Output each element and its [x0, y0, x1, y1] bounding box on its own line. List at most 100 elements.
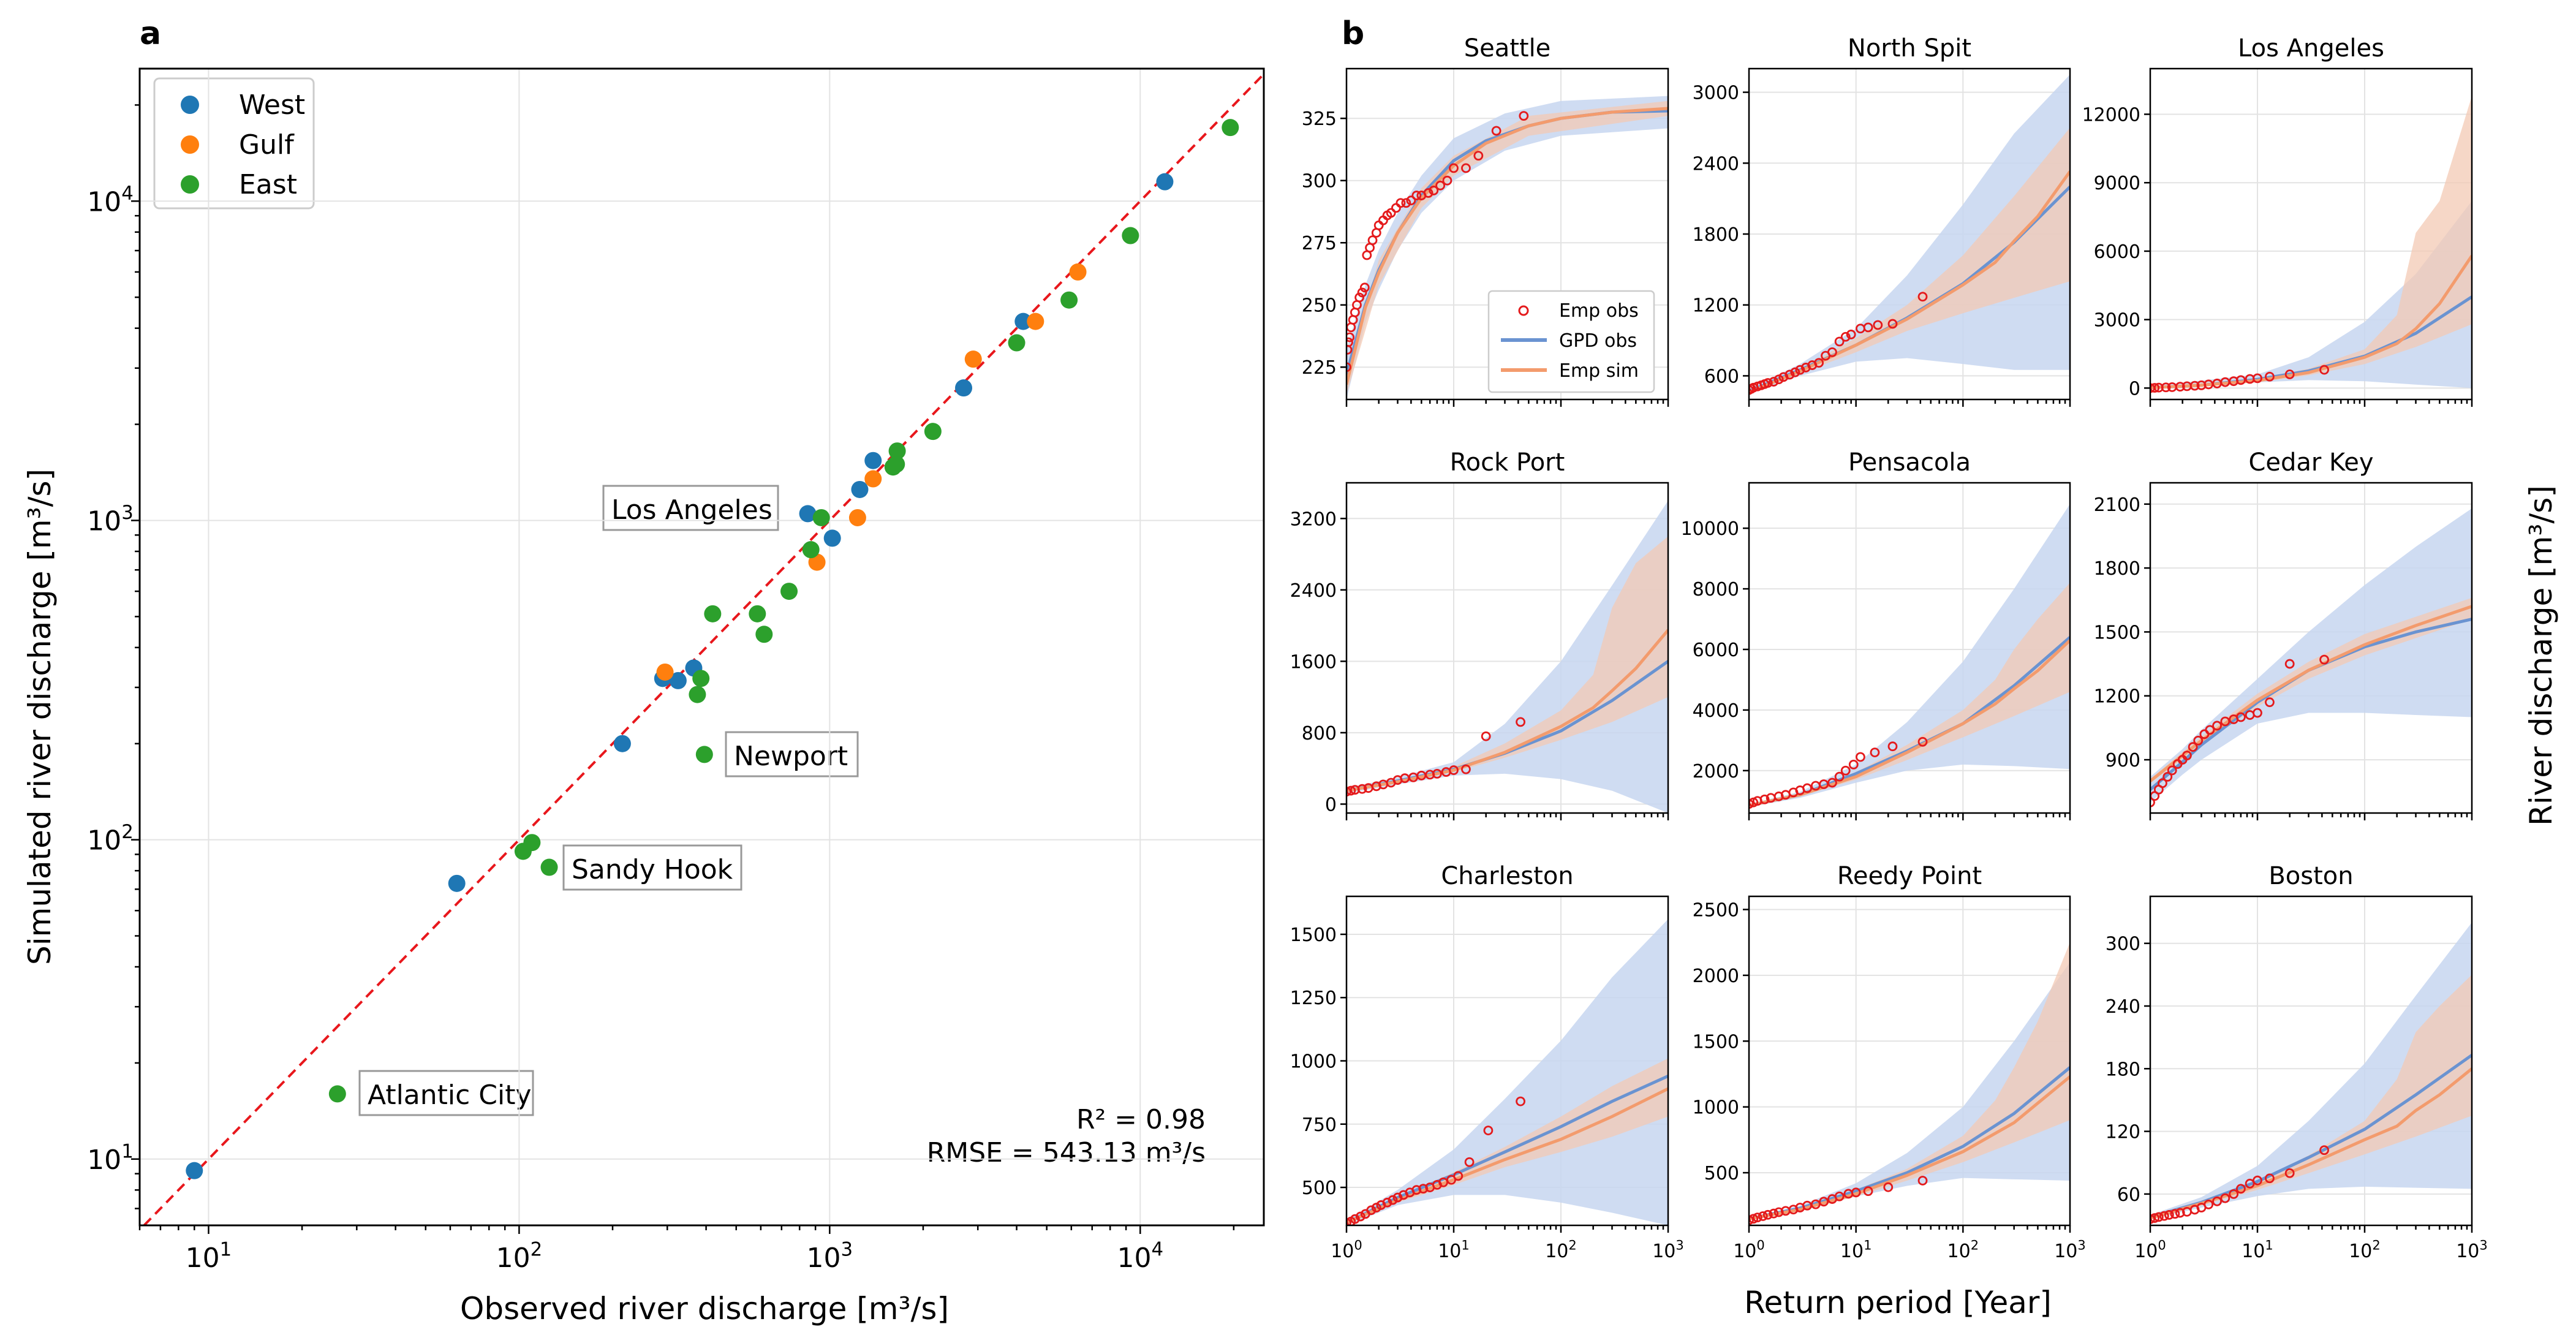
emp-obs-point: [1388, 1195, 1398, 1205]
emp-obs-point: [1406, 195, 1416, 206]
emp-obs-point: [1516, 1096, 1525, 1107]
data-point-west: [448, 874, 466, 892]
legend-marker-emp-obs: [1518, 305, 1529, 316]
data-point-west: [1156, 173, 1174, 191]
y-tick-label: 500: [1302, 1178, 1337, 1199]
subplot-seattle: 225 250 275 300 325 Seattle: [1302, 34, 1669, 407]
x-tick-label: 102: [496, 1239, 543, 1274]
y-tick-label: 3200: [1290, 509, 1337, 530]
y-tick-label: 1600: [1290, 651, 1337, 673]
emp-obs-point: [1917, 292, 1928, 302]
y-tick-label: 12000: [2082, 104, 2140, 126]
emp-obs-point: [2235, 375, 2246, 385]
emp-obs-point: [1795, 365, 1805, 375]
gpd-confidence-band: [1749, 962, 2070, 1220]
emp-obs-point: [1762, 378, 1773, 388]
y-tick-label: 0: [2129, 378, 2140, 399]
annotation-newport: Newport: [734, 741, 848, 772]
y-tick-label: 104: [87, 183, 134, 218]
y-tick-label: 0: [1325, 794, 1337, 815]
y-tick-label: 2000: [1693, 966, 1739, 987]
subplot-title: Pensacola: [1848, 448, 1971, 477]
data-point-gulf: [848, 509, 866, 526]
y-tick-label: 180: [2106, 1059, 2140, 1080]
subplot-title: Rock Port: [1450, 448, 1565, 477]
subplot-frame: [1748, 482, 2071, 814]
emp-sim-line: [1347, 629, 1668, 793]
emp-obs-point: [1355, 1211, 1365, 1222]
x-tick-label: 103: [807, 1239, 853, 1274]
emp-obs-point: [1382, 1197, 1392, 1208]
y-tick-label: 1800: [2094, 558, 2140, 580]
emp-obs-point: [1758, 1211, 1768, 1221]
emp-obs-point: [1423, 188, 1433, 198]
emp-obs-point: [1519, 111, 1529, 121]
subplot-plot-area: [2150, 922, 2472, 1224]
y-tick-label: 2400: [1290, 580, 1337, 602]
data-point-east: [749, 605, 766, 622]
emp-obs-point: [2159, 1211, 2169, 1221]
subplot-boston: 60 120 180 240 300 100 101 102 103 Boston: [2106, 862, 2488, 1262]
subplot-reedy-point: 500 1000 1500 2000 2500 100 101 102 103 Reedy Poi…: [1693, 862, 2086, 1262]
r2-text: R² = 0.98: [1076, 1104, 1206, 1135]
legend-label-east: East: [239, 169, 297, 200]
subplot-plot-area: [2150, 508, 2472, 808]
emp-obs-point: [1350, 1214, 1360, 1224]
y-tick-label: 1800: [1693, 224, 1739, 246]
data-point-west: [955, 379, 973, 397]
y-tick-label: 1500: [2094, 622, 2140, 643]
subplot-north-spit: 600 1200 1800 2400 3000 North Spit: [1693, 34, 2071, 407]
data-point-east: [888, 442, 906, 460]
emp-obs-point: [1461, 764, 1471, 774]
emp-sim-line: [1347, 1087, 1668, 1225]
data-point-east: [780, 583, 798, 600]
identity-line: [143, 73, 1265, 1227]
emp-obs-point: [1752, 1212, 1762, 1223]
emp-obs-point: [1814, 358, 1824, 368]
emp-obs-point: [1435, 180, 1446, 191]
emp-sim-line: [2150, 254, 2472, 390]
emp-obs-point: [1449, 765, 1459, 775]
y-tick-label: 300: [2106, 934, 2140, 955]
y-tick-label: 500: [1704, 1163, 1739, 1184]
y-tick-label: 102: [87, 821, 134, 856]
emp-obs-point: [1819, 1197, 1829, 1207]
emp-obs-point: [1367, 235, 1378, 246]
rmse-text: RMSE = 543.13 m³/s: [927, 1137, 1206, 1168]
emp-obs-point: [1810, 1199, 1821, 1209]
emp-obs-point: [1357, 784, 1367, 794]
y-tick-label: 3000: [1693, 83, 1739, 104]
subplot-title: Reedy Point: [1837, 862, 1982, 890]
emp-obs-point: [2161, 382, 2171, 393]
subplot-plot-area: [1749, 942, 2070, 1225]
emp-obs-point: [2182, 751, 2192, 761]
data-point-west: [186, 1162, 203, 1179]
y-tick-label: 1200: [1693, 295, 1739, 317]
y-tick-label: 1000: [1290, 1051, 1337, 1073]
data-point-east: [802, 541, 820, 559]
y-tick-label: 60: [2117, 1184, 2140, 1206]
emp-obs-point: [1347, 332, 1355, 342]
legend-label-emp-obs: Emp obs: [1559, 300, 1639, 322]
y-tick-label: 101: [87, 1140, 134, 1175]
emp-obs-point: [2162, 771, 2173, 782]
data-point-east: [689, 686, 706, 703]
emp-obs-point: [2284, 659, 2295, 669]
emp-obs-point: [1840, 765, 1851, 776]
emp-obs-point: [2150, 1214, 2155, 1224]
data-point-east: [1222, 119, 1239, 137]
emp-obs-point: [1834, 1191, 1845, 1201]
emp-obs-point: [1401, 198, 1411, 208]
emp-obs-point: [2253, 1175, 2262, 1186]
y-tick-label: 225: [1302, 357, 1337, 379]
emp-obs-point: [1846, 330, 1856, 339]
emp-obs-point: [1827, 347, 1837, 357]
sim-range-band: [1347, 536, 1668, 792]
y-tick-label: 600: [1704, 366, 1739, 387]
emp-sim-line: [1749, 1075, 2070, 1220]
data-point-east: [540, 858, 558, 876]
emp-obs-point: [1442, 175, 1452, 186]
emp-obs-point: [2220, 716, 2230, 727]
emp-obs-point: [1840, 331, 1851, 342]
x-tick-label: 103: [2456, 1238, 2488, 1262]
